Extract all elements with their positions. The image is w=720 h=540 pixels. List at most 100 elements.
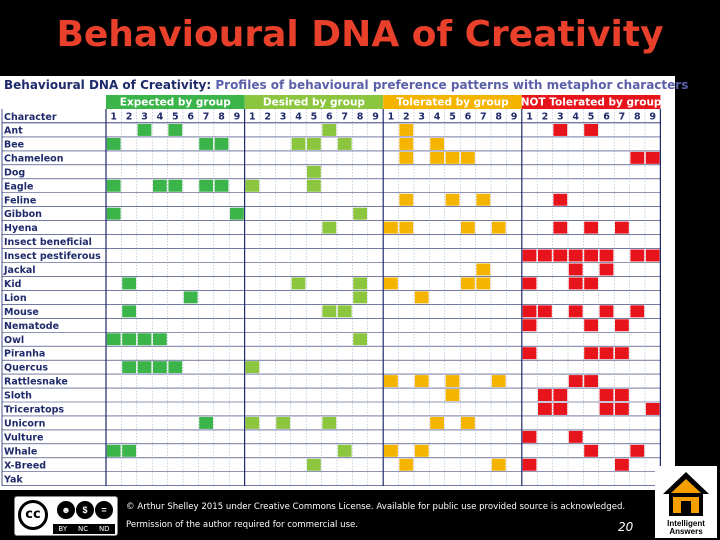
grid-cell <box>645 249 660 262</box>
column-number: 2 <box>264 112 271 123</box>
grid-cell <box>414 291 429 304</box>
grid-cell <box>630 305 645 318</box>
character-label: Piranha <box>4 349 45 360</box>
grid-cell <box>430 151 444 164</box>
grid-cell <box>522 277 537 290</box>
group-header-4 <box>521 95 661 109</box>
grid-cell <box>584 444 598 457</box>
character-label: Feline <box>4 195 36 206</box>
grid-cell <box>461 416 475 429</box>
column-number: 9 <box>372 112 379 123</box>
grid-cell <box>214 179 229 192</box>
character-header: Character <box>4 112 57 123</box>
grid-cell <box>645 403 660 415</box>
character-label: Bee <box>4 139 24 150</box>
grid-cell <box>353 333 367 346</box>
grid-cell <box>106 207 121 220</box>
grid-cell <box>291 277 306 290</box>
column-number: 3 <box>141 112 148 123</box>
column-number: 5 <box>172 112 179 123</box>
grid-cell <box>384 221 398 234</box>
grid-cell <box>137 361 152 374</box>
grid-cell <box>491 221 506 234</box>
grid-cell <box>630 151 645 164</box>
grid-cell <box>353 277 367 290</box>
grid-cell <box>461 221 475 234</box>
grid-cell <box>599 249 614 262</box>
nd-icon: = <box>95 501 113 519</box>
column-number: 9 <box>649 112 656 123</box>
grid-cell <box>584 249 598 262</box>
grid-cell <box>599 305 614 318</box>
character-label: Lion <box>4 293 27 304</box>
grid-cell <box>337 444 352 457</box>
grid-cell <box>322 416 337 429</box>
grid-cell <box>599 263 614 276</box>
grid-cell <box>615 458 629 471</box>
grid-cell <box>584 124 598 136</box>
grid-cell <box>584 277 598 290</box>
grid-cell <box>615 403 629 415</box>
column-number: 4 <box>572 112 579 123</box>
grid-cell <box>522 319 537 332</box>
page-number: 20 <box>618 520 634 534</box>
grid-cell <box>630 249 645 262</box>
column-number: 8 <box>495 112 502 123</box>
grid-cell <box>553 389 568 401</box>
grid-cell <box>322 305 337 318</box>
grid-cell <box>122 361 136 374</box>
grid-cell <box>384 444 398 457</box>
grid-cell <box>153 333 167 346</box>
character-label: Nematode <box>4 321 59 332</box>
copyright-line-1: © Arthur Shelley 2015 under Creative Com… <box>126 502 626 512</box>
grid-cell <box>245 361 260 374</box>
column-number: 6 <box>603 112 610 123</box>
grid-cell <box>399 124 414 136</box>
grid-cell <box>615 319 629 332</box>
grid-cell <box>553 249 568 262</box>
grid-cell <box>153 179 167 192</box>
grid-cell <box>491 458 506 471</box>
subtitle-rest: Profiles of behavioural preference patte… <box>211 78 689 92</box>
grid-cell <box>106 333 121 346</box>
grid-cell <box>399 193 414 206</box>
grid-cell <box>399 458 414 471</box>
column-number: 7 <box>341 112 348 123</box>
cc-terms: BY NC ND <box>53 524 115 534</box>
grid-cell <box>522 347 537 360</box>
slide-title: Behavioural DNA of Creativity <box>56 14 664 55</box>
grid-cell <box>522 430 537 443</box>
grid-cell <box>106 179 121 192</box>
cc-term-nd: ND <box>98 525 110 533</box>
grid-cell <box>568 305 583 318</box>
grid-cell <box>645 151 660 164</box>
cc-badge-mark: cc <box>18 500 48 530</box>
grid-cell <box>522 249 537 262</box>
column-number: 7 <box>480 112 487 123</box>
grid-cell <box>522 305 537 318</box>
creative-commons-icon: cc ☻ $ = BY NC ND <box>14 496 118 536</box>
logo-text-line-1: Intelligent <box>667 519 705 528</box>
grid-cell <box>183 291 198 304</box>
character-label: Yak <box>3 474 23 485</box>
grid-cell <box>538 389 552 401</box>
character-label: Gibbon <box>4 209 42 220</box>
grid-cell <box>553 193 568 206</box>
column-number: 5 <box>311 112 318 123</box>
character-label: Insect pestiferous <box>4 251 101 262</box>
group-header-label: NOT Tolerated by group <box>521 97 662 109</box>
grid-cell <box>399 221 414 234</box>
column-number: 9 <box>511 112 518 123</box>
column-number: 5 <box>449 112 456 123</box>
grid-cell <box>568 249 583 262</box>
group-header-3 <box>383 95 522 109</box>
column-number: 1 <box>388 112 395 123</box>
grid-cell <box>568 430 583 443</box>
grid-cell <box>399 151 414 164</box>
character-label: Unicorn <box>4 418 46 429</box>
character-label: Quercus <box>4 363 48 374</box>
grid-cell <box>553 221 568 234</box>
grid-cell <box>445 389 460 401</box>
grid-cell <box>337 137 352 150</box>
grid-cell <box>553 124 568 136</box>
